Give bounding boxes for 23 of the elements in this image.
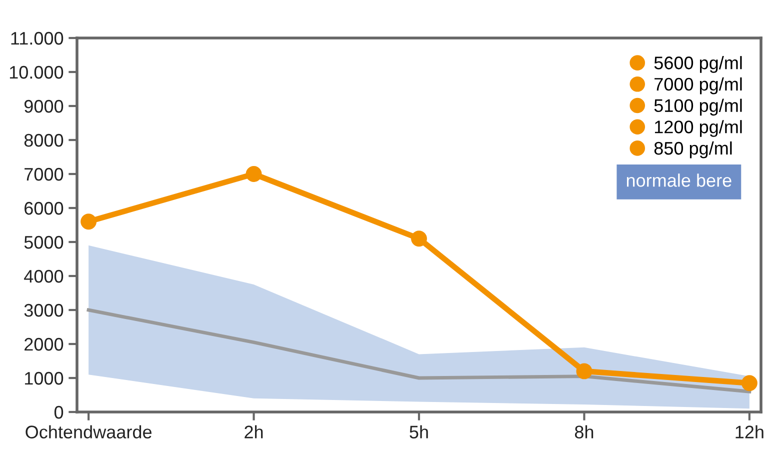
annotation: normale bere: [626, 174, 732, 187]
y-tick-label: 3000: [24, 304, 64, 317]
x-tick-label: 5h: [410, 425, 428, 438]
legend-label: 850 pg/ml: [654, 141, 732, 158]
x-tick-label: 8h: [574, 425, 594, 438]
y-tick-label: 10.000: [10, 66, 64, 79]
y-tick-label: 0: [54, 406, 64, 419]
y-tick-label: 8000: [24, 134, 64, 147]
y-tick-label: 4000: [24, 270, 64, 283]
y-tick-label: 2000: [24, 338, 64, 351]
y-tick-label: 6000: [24, 202, 64, 215]
x-tick-label: Ochtendwaarde: [26, 425, 152, 438]
y-tick-label: 1000: [25, 372, 64, 385]
y-tick-label: 5000: [24, 236, 64, 249]
legend-label: 7000 pg/ml: [654, 77, 742, 94]
y-tick-label: 9000: [24, 100, 64, 113]
x-tick-label: 12h: [736, 425, 764, 438]
x-tick-label: 2h: [244, 425, 263, 438]
y-tick-label: 11.000: [11, 32, 64, 45]
legend-label: 1200 pg/ml: [654, 120, 742, 137]
legend-label: 5100 pg/ml: [654, 98, 742, 116]
legend-label: 5600 pg/ml: [654, 56, 742, 73]
y-tick-label: 7000: [24, 168, 64, 181]
